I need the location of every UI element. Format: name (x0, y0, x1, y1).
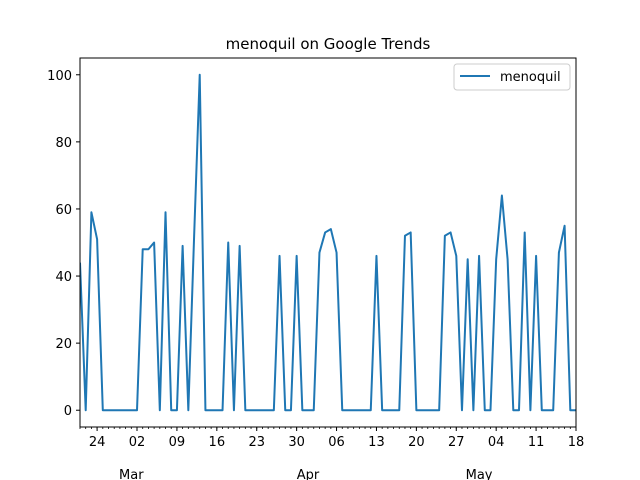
chart-title: menoquil on Google Trends (226, 35, 431, 53)
legend-box (453, 63, 571, 91)
plot-area: 0 20 40 60 80 100 24 02 09 16 23 30 06 13 20 27 04 11 18 Ma… (47, 69, 584, 480)
y-tick-label: 60 (55, 203, 72, 218)
x-tick-label: 18 (568, 435, 585, 450)
x-tick-label: 24 (89, 435, 106, 450)
x-tick-label: 23 (248, 435, 265, 450)
x-month-label: Apr (297, 468, 320, 480)
x-month-label: Mar (119, 468, 144, 480)
plot-frame (79, 57, 577, 428)
series-line-menoquil (80, 73, 576, 412)
x-tick-label: 27 (448, 435, 465, 450)
x-tick-label: 20 (408, 435, 425, 450)
x-tick-label: 09 (169, 435, 186, 450)
x-tick-label: 11 (528, 435, 545, 450)
x-tick-label: 13 (368, 435, 385, 450)
x-tick-label: 02 (129, 435, 146, 450)
y-tick-label: 20 (55, 337, 72, 352)
x-month-label: May (466, 468, 493, 480)
y-tick-label: 80 (55, 136, 72, 151)
legend-label: menoquil (500, 70, 561, 85)
legend: menoquil (453, 63, 571, 91)
y-tick-label: 100 (47, 69, 72, 84)
y-tick-label: 40 (55, 270, 72, 285)
x-tick-label: 06 (328, 435, 345, 450)
x-tick-label: 30 (288, 435, 305, 450)
y-tick-label: 0 (64, 404, 72, 419)
x-tick-label: 16 (209, 435, 226, 450)
x-tick-label: 04 (488, 435, 505, 450)
